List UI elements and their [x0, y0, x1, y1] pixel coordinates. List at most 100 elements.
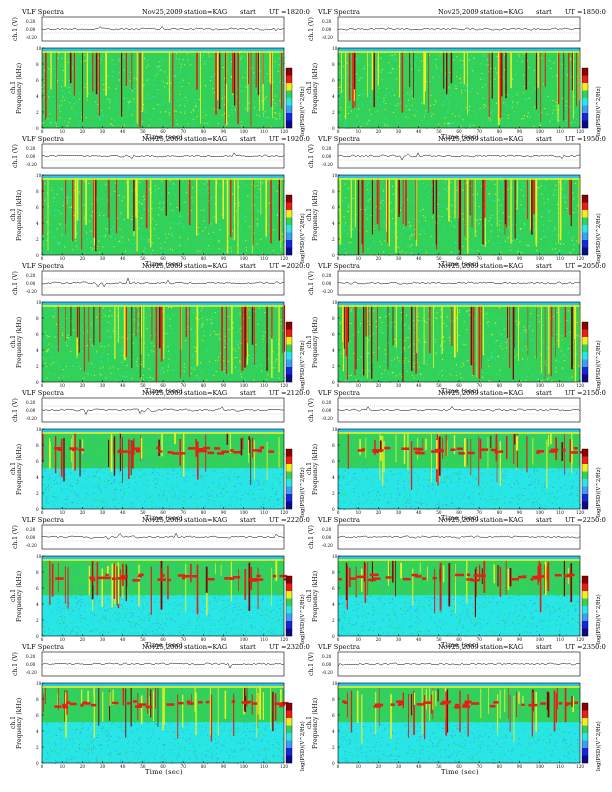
spectrogram-pixel [194, 366, 196, 368]
spectrogram-pixel [83, 219, 85, 221]
spectrogram-streak [81, 178, 83, 250]
spectrogram-pixel [82, 249, 84, 250]
spectrogram-pixel [57, 107, 58, 108]
spectrogram-pixel [192, 118, 194, 120]
spectrogram-pixel [118, 240, 120, 242]
spectrogram-pixel [44, 183, 46, 185]
spectrogram-pixel [547, 198, 549, 200]
spectrogram-pixel [569, 106, 571, 108]
spectrogram-pixel [343, 64, 345, 66]
spectrogram-pixel [156, 66, 158, 68]
spectrogram-pixel [511, 224, 513, 226]
spectrogram-pixel [541, 57, 543, 59]
spectrogram-pixel [562, 97, 564, 99]
spectrogram-pixel [274, 359, 276, 361]
spectrogram-pixel [197, 233, 199, 235]
spectrogram-pixel [123, 56, 125, 58]
spectrogram-pixel [159, 61, 161, 63]
spectrogram-pixel [391, 68, 393, 70]
spectrogram-streak [529, 178, 531, 230]
spectrogram-pixel [359, 121, 360, 122]
spectrogram-pixel [560, 243, 562, 245]
spectrogram-pixel [449, 62, 451, 64]
spectrogram-pixel [163, 371, 165, 373]
spectrogram-pixel [259, 365, 261, 367]
spectrogram-pixel [356, 117, 357, 118]
colorbar-segment [582, 247, 588, 256]
spectrogram-pixel [478, 216, 480, 218]
spectrogram-pixel [390, 190, 392, 192]
spectrogram-pixel [71, 207, 73, 209]
spectrogram-pixel [141, 95, 142, 97]
spectrogram-pixel [117, 116, 119, 118]
x-tick-label: 10 [59, 129, 65, 134]
spectrogram-pixel [230, 333, 232, 335]
spectrogram-pixel [238, 341, 239, 343]
spectrogram-pixel [78, 348, 79, 350]
spectrogram-pixel [109, 60, 111, 62]
spectrogram-pixel [185, 362, 187, 364]
spectrogram-pixel [60, 87, 62, 89]
spectrogram-pixel [208, 233, 210, 235]
spectrogram-pixel [99, 210, 101, 212]
spectrogram-pixel [112, 72, 113, 74]
spectrogram-pixel [388, 62, 390, 64]
start-label: start [536, 8, 552, 16]
spectrogram-pixel [440, 84, 442, 86]
spectrogram-pixel [278, 377, 280, 379]
spectrogram-pixel [184, 110, 186, 112]
spectrogram-pixel [364, 114, 366, 116]
spectrogram-pixel [207, 101, 209, 102]
spectrogram-pixel [433, 107, 435, 109]
ut-label: UT =1920:0 [269, 135, 310, 143]
spectrogram-pixel [151, 201, 153, 203]
spectrogram-pixel [480, 63, 482, 65]
spectrogram-pixel [349, 226, 351, 227]
spectrogram-pixel [227, 99, 229, 101]
spectrogram-pixel [74, 246, 76, 248]
spectrogram-pixel [174, 321, 176, 323]
spectrogram-pixel [213, 231, 215, 233]
spectrogram-pixel [74, 98, 76, 100]
spectrogram-pixel [119, 194, 120, 196]
date-label: Nov25,2009 [142, 8, 183, 16]
spectrogram-top-band [42, 175, 284, 179]
spectrogram-pixel [87, 243, 89, 245]
spectrogram-pixel [147, 181, 149, 183]
spectrogram-pixel [84, 54, 86, 56]
spectrogram-pixel [46, 221, 48, 223]
spectrogram-pixel [274, 65, 276, 67]
spectrogram-pixel [278, 57, 280, 59]
spectrogram-pixel [129, 80, 131, 82]
spectrogram-pixel [126, 67, 128, 69]
spectrogram-pixel [171, 209, 173, 211]
spectrogram-pixel [366, 114, 367, 116]
spectrogram-pixel [395, 105, 397, 106]
spectrogram-streak [474, 178, 476, 237]
spectrogram-pixel [66, 336, 68, 338]
spectrogram-pixel [450, 181, 452, 183]
spectrogram-pixel [348, 127, 350, 129]
spectrogram-pixel [438, 191, 439, 193]
spectrogram-pixel [570, 58, 572, 60]
spectrogram-pixel [141, 244, 143, 246]
spectrogram-pixel [431, 193, 433, 195]
spectrogram-pixel [278, 183, 279, 184]
spectrogram-pixel [71, 206, 73, 208]
spectrogram-pixel [364, 65, 366, 67]
spectrogram-pixel [165, 250, 167, 252]
spectrogram-pixel [99, 237, 101, 239]
spectrogram-pixel [377, 110, 379, 112]
spectrogram-pixel [145, 253, 147, 255]
spectrogram-pixel [282, 113, 284, 115]
spectrogram-pixel [565, 110, 567, 112]
spectrogram-pixel [475, 240, 477, 242]
spectrogram-pixel [51, 194, 53, 196]
spectrogram-pixel [68, 91, 70, 93]
spectrogram-pixel [469, 59, 471, 61]
spectrogram-pixel [536, 186, 538, 188]
spectrogram-pixel [48, 117, 50, 119]
spectrogram-pixel [470, 119, 472, 121]
spectrogram-pixel [520, 201, 522, 202]
spectrogram-pixel [202, 230, 204, 232]
